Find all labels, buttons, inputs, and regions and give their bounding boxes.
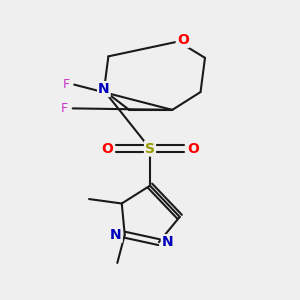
Text: F: F (63, 78, 70, 91)
Text: S: S (145, 142, 155, 155)
Text: O: O (177, 33, 189, 47)
Text: N: N (98, 82, 110, 96)
Text: O: O (101, 142, 113, 155)
Text: F: F (61, 102, 68, 115)
Text: N: N (110, 228, 122, 242)
Text: O: O (187, 142, 199, 155)
Text: N: N (162, 235, 173, 249)
